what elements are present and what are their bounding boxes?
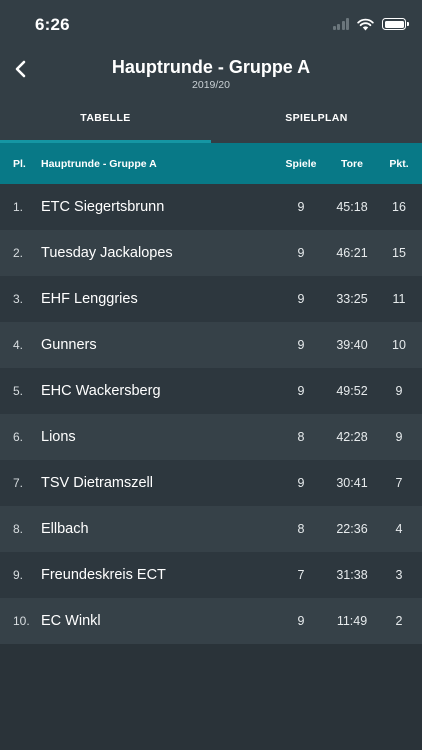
- cellular-signal-icon: [331, 18, 349, 30]
- table-row[interactable]: 6. Lions 8 42:28 9: [0, 414, 422, 460]
- page-title: Hauptrunde - Gruppe A: [111, 57, 311, 77]
- table-row[interactable]: 9. Freundeskreis ECT 7 31:38 3: [0, 552, 422, 598]
- row-place: 3.: [13, 292, 24, 306]
- header-team: Hauptrunde - Gruppe A: [41, 157, 157, 170]
- row-games: 8: [297, 430, 305, 444]
- row-team: ETC Siegertsbrunn: [41, 199, 165, 215]
- row-games: 8: [297, 522, 305, 536]
- row-place: 4.: [13, 338, 24, 352]
- row-games: 9: [297, 614, 305, 628]
- row-games: 9: [297, 338, 305, 352]
- row-games: 9: [297, 246, 305, 260]
- chevron-left-icon[interactable]: [10, 58, 32, 80]
- row-goals: 11:49: [336, 614, 368, 628]
- top-area: 6:26 Hauptrunde - Gruppe A 2019/20 TABEL…: [0, 0, 422, 143]
- row-team: TSV Dietramszell: [41, 475, 153, 491]
- table-row[interactable]: 10. EC Winkl 9 11:49 2: [0, 598, 422, 644]
- table-header: Pl. Hauptrunde - Gruppe A Spiele Tore Pk…: [0, 143, 422, 184]
- row-place: 2.: [13, 246, 24, 260]
- table-row[interactable]: 8. Ellbach 8 22:36 4: [0, 506, 422, 552]
- row-place: 7.: [13, 476, 24, 490]
- battery-icon: [382, 18, 409, 30]
- row-points: 16: [392, 200, 406, 214]
- status-icons: [331, 16, 409, 32]
- row-points: 9: [395, 384, 403, 398]
- wifi-icon: [357, 18, 374, 30]
- table-row[interactable]: 7. TSV Dietramszell 9 30:41 7: [0, 460, 422, 506]
- row-team: Ellbach: [41, 521, 89, 537]
- header-points: Pkt.: [389, 157, 409, 170]
- row-points: 3: [395, 568, 403, 582]
- row-points: 7: [395, 476, 403, 490]
- header-goals: Tore: [341, 157, 363, 170]
- row-games: 9: [297, 292, 305, 306]
- status-time: 6:26: [35, 15, 70, 34]
- row-points: 4: [395, 522, 403, 536]
- row-place: 1.: [13, 200, 24, 214]
- row-place: 6.: [13, 430, 24, 444]
- row-games: 7: [297, 568, 305, 582]
- tab-tabelle[interactable]: TABELLE: [0, 100, 211, 143]
- table-row[interactable]: 1. ETC Siegertsbrunn 9 45:18 16: [0, 184, 422, 230]
- row-place: 10.: [13, 614, 30, 628]
- tab-bar: TABELLE SPIELPLAN: [0, 100, 422, 143]
- row-team: Tuesday Jackalopes: [41, 245, 173, 261]
- row-goals: 33:25: [336, 292, 368, 306]
- row-team: Freundeskreis ECT: [41, 567, 166, 583]
- row-points: 11: [392, 292, 406, 306]
- row-goals: 31:38: [336, 568, 368, 582]
- row-team: EHC Wackersberg: [41, 383, 161, 399]
- row-games: 9: [297, 384, 305, 398]
- status-bar: 6:26: [0, 0, 422, 48]
- table-row[interactable]: 2. Tuesday Jackalopes 9 46:21 15: [0, 230, 422, 276]
- row-goals: 45:18: [336, 200, 368, 214]
- table-row[interactable]: 5. EHC Wackersberg 9 49:52 9: [0, 368, 422, 414]
- row-goals: 49:52: [336, 384, 368, 398]
- row-team: Gunners: [41, 337, 97, 353]
- row-goals: 46:21: [336, 246, 368, 260]
- row-team: EHF Lenggries: [41, 291, 138, 307]
- row-place: 8.: [13, 522, 24, 536]
- row-points: 15: [392, 246, 406, 260]
- row-points: 9: [395, 430, 403, 444]
- table-row[interactable]: 3. EHF Lenggries 9 33:25 11: [0, 276, 422, 322]
- nav-bar: Hauptrunde - Gruppe A 2019/20: [0, 48, 422, 100]
- row-goals: 42:28: [336, 430, 368, 444]
- tab-spielplan[interactable]: SPIELPLAN: [285, 112, 348, 124]
- row-goals: 30:41: [336, 476, 368, 490]
- header-place: Pl.: [13, 157, 26, 170]
- row-place: 5.: [13, 384, 24, 398]
- row-games: 9: [297, 476, 305, 490]
- table-row[interactable]: 4. Gunners 9 39:40 10: [0, 322, 422, 368]
- header-games: Spiele: [285, 157, 317, 170]
- row-points: 2: [395, 614, 403, 628]
- row-place: 9.: [13, 568, 24, 582]
- row-points: 10: [392, 338, 406, 352]
- page-subtitle: 2019/20: [192, 79, 230, 91]
- row-goals: 39:40: [336, 338, 368, 352]
- standings-table: Pl. Hauptrunde - Gruppe A Spiele Tore Pk…: [0, 143, 422, 644]
- row-games: 9: [297, 200, 305, 214]
- row-goals: 22:36: [336, 522, 368, 536]
- row-team: Lions: [41, 429, 76, 445]
- row-team: EC Winkl: [41, 613, 101, 629]
